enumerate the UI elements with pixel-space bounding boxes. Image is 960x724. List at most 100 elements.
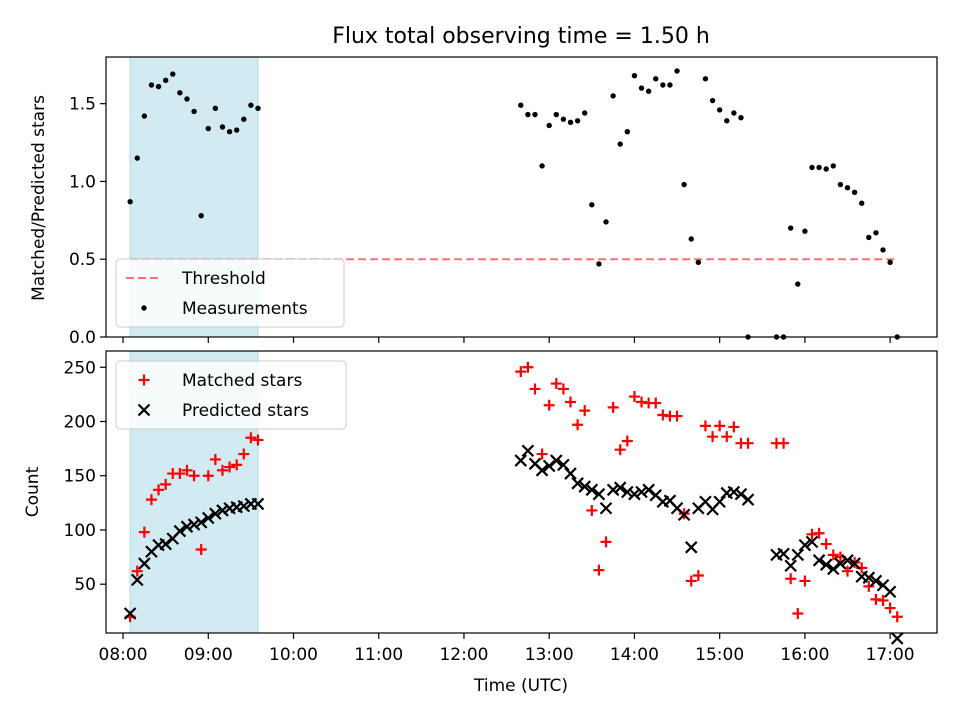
data-point: [830, 163, 837, 169]
data-point: [170, 71, 176, 77]
data-point: [518, 102, 524, 108]
data-point: [252, 434, 264, 446]
data-point: [219, 124, 226, 130]
data-point: [667, 82, 673, 88]
data-point: [599, 501, 613, 515]
data-point: [614, 444, 626, 456]
data-point: [550, 378, 562, 390]
data-point: [162, 77, 169, 84]
y-tick-label: 0.0: [69, 328, 96, 348]
data-point: [578, 480, 591, 493]
data-point: [123, 607, 137, 620]
data-point: [873, 230, 879, 236]
data-point: [241, 116, 247, 122]
data-point: [624, 128, 631, 135]
x-tick-label: 10:00: [269, 645, 318, 665]
x-tick-label: 12:00: [439, 645, 488, 665]
data-point: [184, 96, 190, 102]
data-point: [635, 485, 648, 499]
y-tick-label: 1.0: [69, 172, 96, 192]
data-point: [798, 538, 812, 552]
data-point: [613, 481, 627, 494]
data-point: [212, 105, 219, 112]
x-axis-label: Time (UTC): [473, 676, 568, 696]
data-point: [522, 361, 534, 373]
data-point: [792, 607, 804, 619]
data-point: [521, 444, 535, 458]
data-point: [209, 507, 222, 520]
x-tick-label: 14:00: [610, 645, 659, 665]
data-point: [638, 85, 645, 91]
data-point: [603, 219, 609, 225]
legend-box: [115, 360, 347, 430]
y-tick-label: 250: [64, 358, 96, 378]
legend-swatch: [137, 403, 151, 417]
data-point: [721, 431, 733, 443]
data-point: [589, 202, 595, 208]
data-point: [645, 88, 652, 94]
data-point: [841, 554, 854, 567]
data-point: [187, 518, 201, 531]
data-point: [877, 594, 889, 606]
data-point: [812, 554, 826, 567]
data-point: [536, 448, 548, 460]
legend-label: Matched stars: [182, 371, 302, 391]
data-point: [610, 93, 616, 99]
data-point: [617, 141, 623, 147]
data-point: [127, 198, 133, 205]
data-point: [851, 189, 858, 196]
data-point: [565, 396, 577, 408]
data-point: [202, 470, 214, 482]
data-point: [863, 580, 875, 592]
data-point: [238, 448, 250, 460]
data-point: [141, 113, 148, 119]
data-point: [188, 470, 200, 482]
y-tick-label: 150: [64, 467, 96, 487]
data-point: [592, 487, 606, 501]
data-point: [777, 547, 790, 561]
data-point: [194, 516, 208, 529]
bottom-axes-frame: [105, 350, 938, 634]
data-point: [890, 632, 904, 645]
data-point: [827, 562, 840, 576]
data-point: [205, 125, 211, 132]
data-point: [880, 247, 886, 253]
data-point: [233, 127, 240, 133]
legend-label: Predicted stars: [182, 401, 309, 421]
data-point: [130, 573, 144, 587]
data-point: [572, 419, 584, 431]
data-point: [869, 574, 883, 588]
data-point: [707, 431, 719, 443]
data-point: [148, 82, 155, 88]
bottom-y-axis-label: Count: [23, 466, 43, 517]
data-point: [155, 83, 162, 90]
data-point: [791, 548, 805, 562]
top-y-axis-label: Matched/Predicted stars: [29, 95, 49, 301]
data-point: [542, 459, 556, 473]
data-point: [650, 397, 662, 409]
bottom-panel: 08:00 09:00 10:00 11:00 12:00 13:00 14:00 15:00…: [64, 350, 938, 665]
data-point: [134, 155, 140, 161]
data-point: [159, 537, 172, 551]
y-tick-label: 50: [74, 575, 96, 595]
data-point: [820, 538, 832, 550]
data-point: [231, 459, 243, 471]
data-point: [567, 119, 574, 126]
data-point: [727, 485, 741, 499]
data-point: [813, 527, 825, 539]
data-point: [529, 383, 541, 395]
data-point: [209, 453, 221, 465]
x-tick-label: 11:00: [354, 645, 403, 665]
data-point: [525, 111, 531, 118]
data-point: [571, 477, 584, 490]
data-point: [787, 225, 794, 231]
top-panel: 0.0 0.5 1.0 1.5 Threshold Measurements: [69, 56, 938, 348]
data-point: [564, 467, 577, 480]
data-point: [785, 573, 797, 585]
data-point: [805, 535, 819, 549]
x-tick-label: 08:00: [99, 645, 148, 665]
data-point: [145, 494, 157, 506]
data-point: [809, 164, 815, 171]
data-point: [699, 420, 711, 432]
